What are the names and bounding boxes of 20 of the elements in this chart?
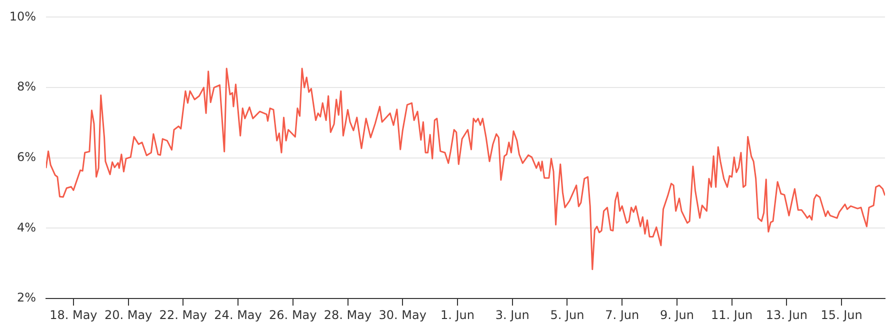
- x-tick-label: 18. May: [50, 308, 98, 322]
- x-tick-label: 5. Jun: [550, 308, 584, 322]
- x-tick-label: 11. Jun: [711, 308, 753, 322]
- x-tick-label: 7. Jun: [605, 308, 640, 322]
- y-tick-label: 8%: [16, 80, 36, 94]
- x-tick-label: 24. May: [214, 308, 262, 322]
- x-tick-label: 30. May: [378, 308, 426, 322]
- y-tick-label: 10%: [9, 9, 36, 24]
- x-tick-label: 28. May: [324, 308, 372, 322]
- y-tick-label: 2%: [16, 290, 36, 305]
- x-tick-label: 13. Jun: [766, 308, 808, 322]
- y-tick-label: 6%: [16, 150, 36, 164]
- y-tick-label: 4%: [16, 220, 36, 234]
- x-tick-label: 26. May: [269, 308, 317, 322]
- x-tick-label: 15. Jun: [820, 308, 862, 322]
- x-tick-label: 20. May: [104, 308, 152, 322]
- x-tick-label: 22. May: [159, 308, 208, 322]
- x-tick-label: 1. Jun: [440, 308, 475, 322]
- x-tick-label: 3. Jun: [495, 308, 530, 322]
- x-tick-label: 9. Jun: [660, 308, 694, 322]
